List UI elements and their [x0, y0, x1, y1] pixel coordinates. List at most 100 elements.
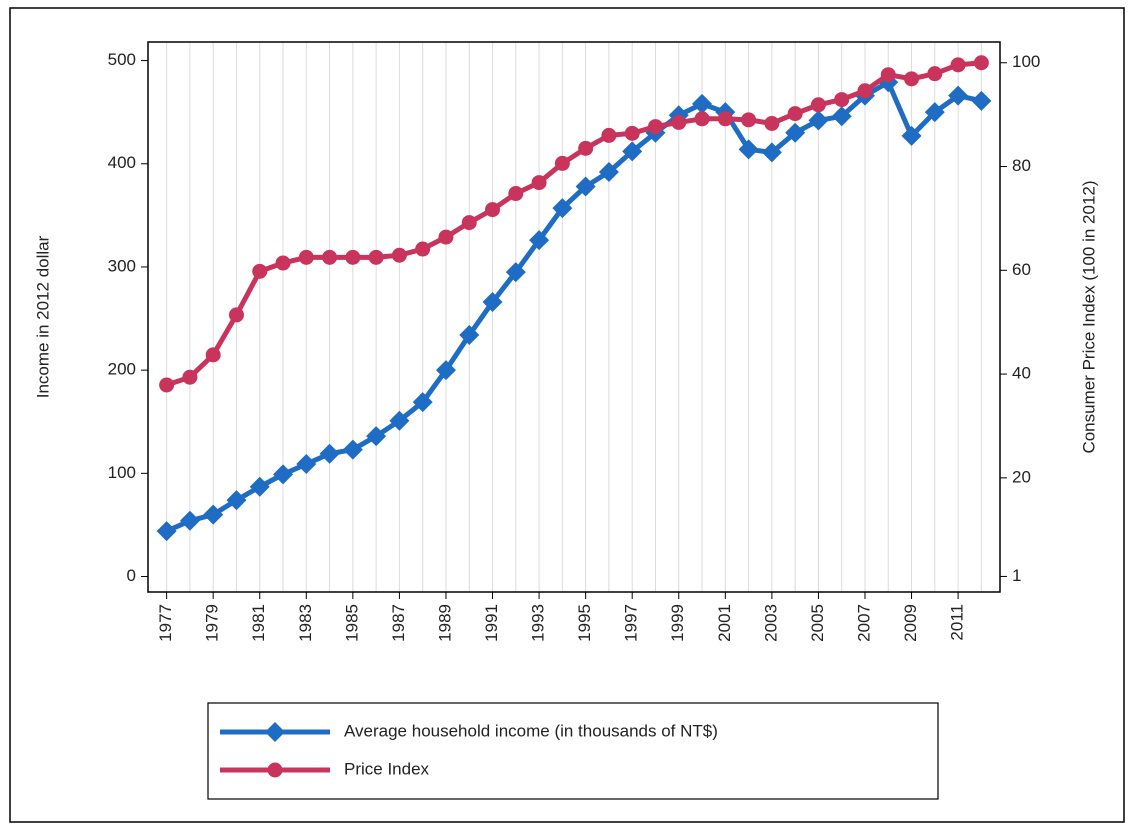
circle-marker [275, 255, 291, 271]
y-tick-label: 500 [108, 50, 136, 69]
y-tick-label: 200 [108, 360, 136, 379]
circle-marker [741, 112, 757, 128]
legend-label: Price Index [344, 759, 430, 778]
y2-tick-label: 100 [1012, 52, 1040, 71]
x-tick-label: 1993 [529, 604, 548, 642]
x-tick-label: 1989 [435, 604, 454, 642]
diamond-marker [785, 122, 806, 143]
x-tick-label: 1979 [203, 604, 222, 642]
diamond-marker [808, 110, 829, 131]
circle-marker [182, 369, 198, 385]
diamond-marker [575, 176, 596, 197]
circle-marker [671, 114, 687, 130]
circle-marker [391, 247, 407, 263]
y-axis-title: Income in 2012 dollar [33, 235, 52, 398]
x-tick-label: 2011 [948, 604, 967, 641]
y-tick-label: 0 [127, 566, 136, 585]
diamond-marker [529, 230, 550, 251]
circle-marker [834, 92, 850, 108]
diamond-marker [761, 142, 782, 163]
x-tick-label: 2003 [761, 604, 780, 642]
circle-marker [927, 66, 943, 82]
x-tick-label: 1995 [575, 604, 594, 642]
circle-marker [717, 111, 733, 127]
circle-marker [787, 106, 803, 122]
circle-marker [880, 67, 896, 83]
diamond-marker [482, 292, 503, 313]
x-tick-label: 1997 [622, 604, 641, 642]
circle-marker [810, 97, 826, 113]
y-tick-label: 300 [108, 256, 136, 275]
diamond-marker [412, 392, 433, 413]
circle-marker [857, 83, 873, 99]
legend-box [207, 702, 939, 800]
y2-tick-label: 20 [1012, 467, 1031, 486]
circle-marker [554, 155, 570, 171]
legend-marker [265, 722, 285, 742]
circle-marker [764, 115, 780, 131]
y2-tick-label: 60 [1012, 260, 1031, 279]
y2-tick-label: 1 [1012, 566, 1021, 585]
circle-marker [322, 249, 338, 265]
circle-marker [205, 347, 221, 363]
legend-marker [267, 762, 283, 778]
circle-marker [485, 202, 501, 218]
diamond-marker [273, 464, 294, 485]
circle-marker [973, 55, 989, 71]
y2-axis-title: Consumer Price Index (100 in 2012) [1079, 180, 1098, 453]
circle-marker [252, 263, 268, 279]
circle-marker [694, 111, 710, 127]
circle-marker [531, 175, 547, 191]
diamond-marker [948, 85, 969, 106]
circle-marker [578, 140, 594, 156]
circle-marker [298, 249, 314, 265]
circle-marker [904, 71, 920, 87]
diamond-marker [738, 139, 759, 160]
diamond-marker [342, 439, 363, 460]
x-tick-label: 1987 [389, 604, 408, 642]
x-tick-label: 2005 [808, 604, 827, 642]
circle-marker [438, 229, 454, 245]
diamond-marker [389, 410, 410, 431]
x-tick-label: 1985 [342, 604, 361, 642]
circle-marker [950, 57, 966, 73]
diamond-marker [831, 106, 852, 127]
diamond-marker [924, 102, 945, 123]
diamond-marker [505, 262, 526, 283]
y2-tick-label: 80 [1012, 156, 1031, 175]
x-tick-label: 2009 [901, 604, 920, 642]
diamond-marker [552, 198, 573, 219]
y-tick-label: 400 [108, 153, 136, 172]
diamond-marker [622, 141, 643, 162]
diamond-marker [598, 162, 619, 183]
circle-marker [368, 249, 384, 265]
legend-label: Average household income (in thousands o… [344, 721, 718, 740]
diamond-marker [179, 510, 200, 531]
circle-marker [345, 249, 361, 265]
diamond-marker [366, 426, 387, 447]
y-tick-label: 100 [108, 463, 136, 482]
circle-marker [159, 377, 175, 393]
diamond-marker [249, 476, 270, 497]
diamond-marker [226, 490, 247, 511]
diamond-marker [901, 125, 922, 146]
diamond-marker [156, 521, 177, 542]
plot-area [148, 42, 1000, 592]
plot-border [147, 41, 1001, 593]
x-tick-label: 1999 [668, 604, 687, 642]
circle-marker [647, 119, 663, 135]
circle-marker [601, 127, 617, 143]
x-tick-label: 1981 [249, 604, 268, 642]
circle-marker [415, 241, 431, 257]
x-tick-label: 1983 [296, 604, 315, 642]
circle-marker [624, 125, 640, 141]
circle-marker [508, 186, 524, 202]
y2-tick-label: 40 [1012, 364, 1031, 383]
circle-marker [228, 307, 244, 323]
x-tick-label: 2007 [854, 604, 873, 642]
diamond-marker [692, 93, 713, 114]
diamond-marker [203, 504, 224, 525]
diamond-marker [459, 325, 480, 346]
